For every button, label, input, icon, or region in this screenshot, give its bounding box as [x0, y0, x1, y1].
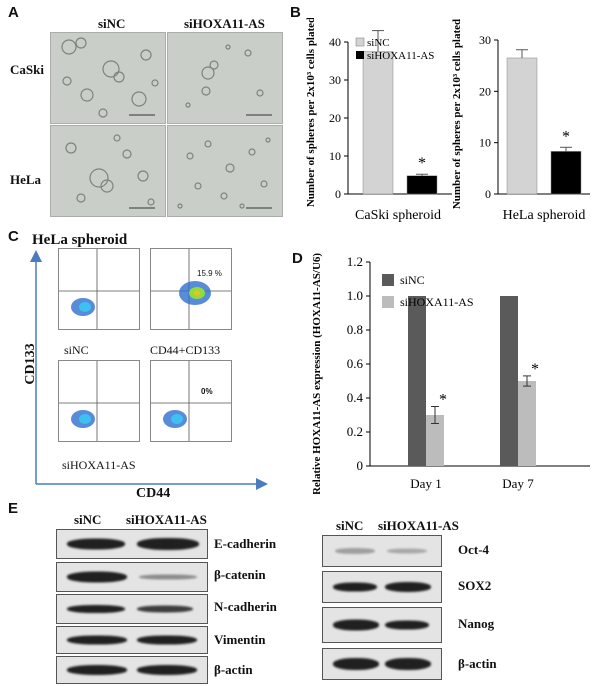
panel-d-legend-sinc-label: siNC — [400, 273, 425, 287]
panel-b-left-ytick-label: 40 — [329, 35, 341, 49]
panel-c-yaxis-label: CD133 — [23, 343, 38, 385]
facs-plot-sihoxa11 — [58, 360, 140, 442]
panel-b-right-bar-sihoxa11-as — [550, 151, 582, 195]
micrograph-hela-sihoxa11 — [167, 125, 283, 217]
panel-d-ytick-label: 0 — [357, 458, 364, 473]
panel-b-left-ytick-label: 0 — [335, 187, 341, 201]
panel-b-left-xlabel: CaSki spheroid — [355, 208, 441, 223]
panel-b-right-xlabel: HeLa spheroid — [503, 208, 586, 223]
panel-d-bar — [500, 296, 518, 466]
blot-nanog — [322, 607, 442, 643]
panel-c-label-sihoxa11: siHOXA11-AS — [62, 458, 136, 472]
blot-sox2 — [322, 571, 442, 603]
panel-d-bar — [426, 415, 444, 466]
panel-b-ylabel-right: Number of spheres per 2x10³ cells plated — [451, 19, 463, 209]
panel-b-right-bar-sinc — [506, 57, 538, 195]
blot-label-e-cadherin: E-cadherin — [214, 536, 277, 551]
panel-b-left-ytick-label: 10 — [329, 149, 341, 163]
panel-d-xtick-label: Day 7 — [502, 476, 534, 491]
blot-beta-catenin — [56, 562, 208, 592]
panel-d-bar — [518, 381, 536, 466]
facs-percent-sihoxa11: 0% — [201, 387, 213, 396]
panel-a-row-caski: CaSki — [10, 62, 44, 77]
panel-e-left-col-si: siHOXA11-AS — [126, 512, 207, 527]
panel-b-charts: Number of spheres per 2x10³ cells plated… — [305, 18, 590, 223]
blot-beta-actin-left — [56, 656, 208, 684]
panel-b-left-significance-star: * — [418, 155, 426, 172]
panel-b-left-bar-sihoxa11-as — [406, 175, 438, 195]
blot-label-nanog: Nanog — [458, 616, 495, 631]
panel-e-left-col-sinc: siNC — [74, 512, 102, 527]
panel-d-chart: Relative HOXA11-AS expression (HOXA11-AS… — [311, 253, 590, 494]
micrograph-hela-sinc — [50, 125, 166, 217]
blot-label-vimentin: Vimentin — [214, 632, 266, 647]
panel-b-ylabel-left: Number of spheres per 2x10³ cells plated — [305, 18, 317, 207]
blot-label-beta-catenin: β-catenin — [214, 567, 266, 582]
panel-a-row-hela: HeLa — [10, 172, 42, 187]
panel-d-legend-si-swatch — [382, 296, 394, 308]
panel-c-label-marker: CD44+CD133 — [150, 343, 221, 357]
panel-d-ytick-label: 0.6 — [347, 356, 364, 371]
facs-plot-sihoxa11-marker: 0% — [150, 360, 232, 442]
blot-label-beta-actin-left: β-actin — [214, 662, 253, 677]
legend-sinc-label: siNC — [367, 37, 390, 49]
panel-d-letter: D — [292, 250, 303, 267]
blot-label-beta-actin-right: β-actin — [458, 656, 497, 671]
panel-b-right-ytick-label: 0 — [485, 187, 491, 201]
panel-d-significance-star: * — [531, 361, 539, 378]
blot-oct4 — [322, 535, 442, 567]
panel-d-ytick-label: 0.4 — [347, 390, 364, 405]
panel-d-ytick-label: 1.0 — [347, 288, 363, 303]
panel-a-letter: A — [8, 4, 19, 21]
panel-b-right-ytick-label: 10 — [479, 136, 491, 150]
panel-b-right-significance-star: * — [562, 128, 570, 145]
panel-b-right-ytick-label: 30 — [479, 33, 491, 47]
panel-b-left-bar-sinc — [362, 51, 394, 195]
blot-label-sox2: SOX2 — [458, 578, 492, 593]
panel-d-ytick-label: 0.2 — [347, 424, 363, 439]
panel-b-right-ytick-label: 20 — [479, 84, 491, 98]
blot-vimentin — [56, 626, 208, 654]
facs-plot-sinc — [58, 248, 140, 330]
panel-d-ytick-label: 1.2 — [347, 254, 363, 269]
panel-b-letter: B — [290, 4, 301, 21]
panel-e-letter: E — [8, 500, 19, 517]
panel-e-right-col-sinc: siNC — [336, 518, 364, 533]
panel-d-ylabel: Relative HOXA11-AS expression (HOXA11-AS… — [311, 253, 323, 494]
facs-percent-sinc: 15.9 % — [197, 269, 222, 278]
blot-e-cadherin — [56, 529, 208, 559]
panel-e-right-col-si: siHOXA11-AS — [378, 518, 459, 533]
panel-a-col-sihoxa11: siHOXA11-AS — [184, 16, 265, 31]
blot-n-cadherin — [56, 594, 208, 624]
micrograph-caski-sihoxa11 — [167, 32, 283, 124]
blot-beta-actin-right — [322, 648, 442, 680]
micrograph-caski-sinc — [50, 32, 166, 124]
legend-sinc-swatch — [355, 37, 365, 47]
panel-d-significance-star: * — [439, 392, 447, 409]
panel-d-bar — [408, 296, 426, 466]
panel-d-ytick-label: 0.8 — [347, 322, 363, 337]
panel-c-letter: C — [8, 228, 19, 245]
panel-c-label-sinc: siNC — [64, 343, 89, 357]
blot-label-n-cadherin: N-cadherin — [214, 599, 277, 614]
panel-c-xaxis-label: CD44 — [136, 486, 171, 501]
panel-d-legend-si-label: siHOXA11-AS — [400, 295, 474, 309]
blot-label-oct4: Oct-4 — [458, 542, 490, 557]
panel-b-left-ytick-label: 30 — [329, 73, 341, 87]
panel-d-xtick-label: Day 1 — [410, 476, 441, 491]
facs-plot-sinc-marker: 15.9 % — [150, 248, 232, 330]
panel-a-col-sinc: siNC — [98, 16, 126, 31]
panel-c-axes — [30, 250, 268, 490]
panel-c-title: HeLa spheroid — [32, 232, 128, 248]
panel-b-left-ytick-label: 20 — [329, 111, 341, 125]
legend-sihoxa11-label: siHOXA11-AS — [367, 50, 434, 62]
legend-sihoxa11-swatch — [356, 51, 364, 59]
panel-d-legend-sinc-swatch — [382, 274, 394, 286]
